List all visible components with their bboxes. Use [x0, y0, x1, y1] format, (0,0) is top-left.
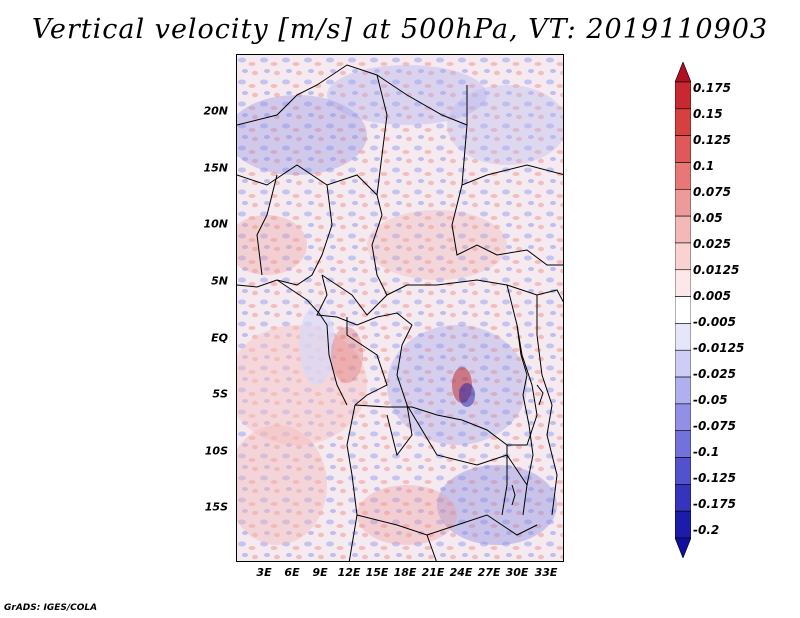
map-canvas	[237, 55, 563, 561]
lon-label-27e: 27E	[477, 566, 501, 579]
lon-label-6e: 6E	[284, 566, 300, 579]
grads-credit: GrADS: IGES/COLA	[4, 603, 98, 613]
vertical-velocity-map	[236, 54, 564, 562]
colorbar-label: -0.1	[693, 445, 720, 459]
lat-label-15n: 15N	[203, 161, 228, 175]
lat-label-20n: 20N	[203, 104, 228, 118]
lat-label-10n: 10N	[203, 217, 228, 231]
colorbar-bin	[675, 457, 691, 485]
colorbar-bin	[675, 376, 691, 405]
field-regions	[237, 65, 563, 545]
lon-label-15e: 15E	[365, 566, 389, 579]
colorbar-bin	[675, 215, 691, 244]
colorbar-label: 0.075	[693, 185, 731, 199]
colorbar-bin	[675, 62, 691, 83]
country-borders	[237, 64, 563, 561]
colorbar-label: 0.15	[693, 107, 723, 121]
colorbar-label: -0.005	[693, 315, 736, 329]
lon-label-3e: 3E	[256, 566, 272, 579]
colorbar-label: -0.025	[693, 367, 736, 381]
colorbar-bin	[675, 296, 691, 324]
colorbar-bin	[675, 484, 691, 512]
colorbar-label: -0.075	[693, 419, 736, 433]
lon-label-24e: 24E	[449, 566, 473, 579]
lat-label-15s: 15S	[204, 500, 228, 514]
lat-label-5s: 5S	[212, 387, 228, 401]
lat-label-eq: EQ	[211, 331, 228, 345]
colorbar-bin	[675, 349, 691, 378]
colorbar-label: -0.0125	[693, 341, 745, 355]
colorbar-bin	[675, 430, 691, 458]
colorbar-bin	[675, 108, 691, 136]
lon-label-18e: 18E	[393, 566, 417, 579]
colorbar-label: 0.1	[693, 159, 715, 173]
lat-label-10s: 10S	[204, 444, 228, 458]
colorbar-label: -0.05	[693, 393, 728, 407]
colorbar-bin	[675, 269, 691, 297]
colorbar	[675, 62, 691, 558]
lon-label-21e: 21E	[421, 566, 445, 579]
colorbar-bin	[675, 188, 691, 217]
lon-label-33e: 33E	[534, 566, 558, 579]
lon-label-30e: 30E	[505, 566, 529, 579]
colorbar-label: -0.125	[693, 471, 736, 485]
colorbar-bin	[675, 242, 691, 271]
colorbar-label: 0.005	[693, 289, 731, 303]
colorbar-label: -0.2	[693, 523, 720, 537]
colorbar-label: -0.175	[693, 497, 736, 511]
field-background	[237, 55, 563, 561]
lat-label-5n: 5N	[211, 274, 228, 288]
colorbar-bin	[675, 135, 691, 163]
chart-title: Vertical velocity [m/s] at 500hPa, VT: 2…	[31, 14, 769, 45]
colorbar-label: 0.175	[693, 81, 731, 95]
colorbar-label: 0.05	[693, 211, 723, 225]
colorbar-bin	[675, 537, 691, 558]
lon-label-12e: 12E	[337, 566, 361, 579]
lon-label-9e: 9E	[312, 566, 328, 579]
colorbar-bin	[675, 403, 691, 432]
colorbar-bin	[675, 162, 691, 190]
colorbar-bin	[675, 323, 691, 351]
colorbar-label: 0.125	[693, 133, 731, 147]
colorbar-label: 0.0125	[693, 263, 740, 277]
colorbar-bin	[675, 81, 691, 110]
colorbar-label: 0.025	[693, 237, 731, 251]
colorbar-bin	[675, 510, 691, 539]
